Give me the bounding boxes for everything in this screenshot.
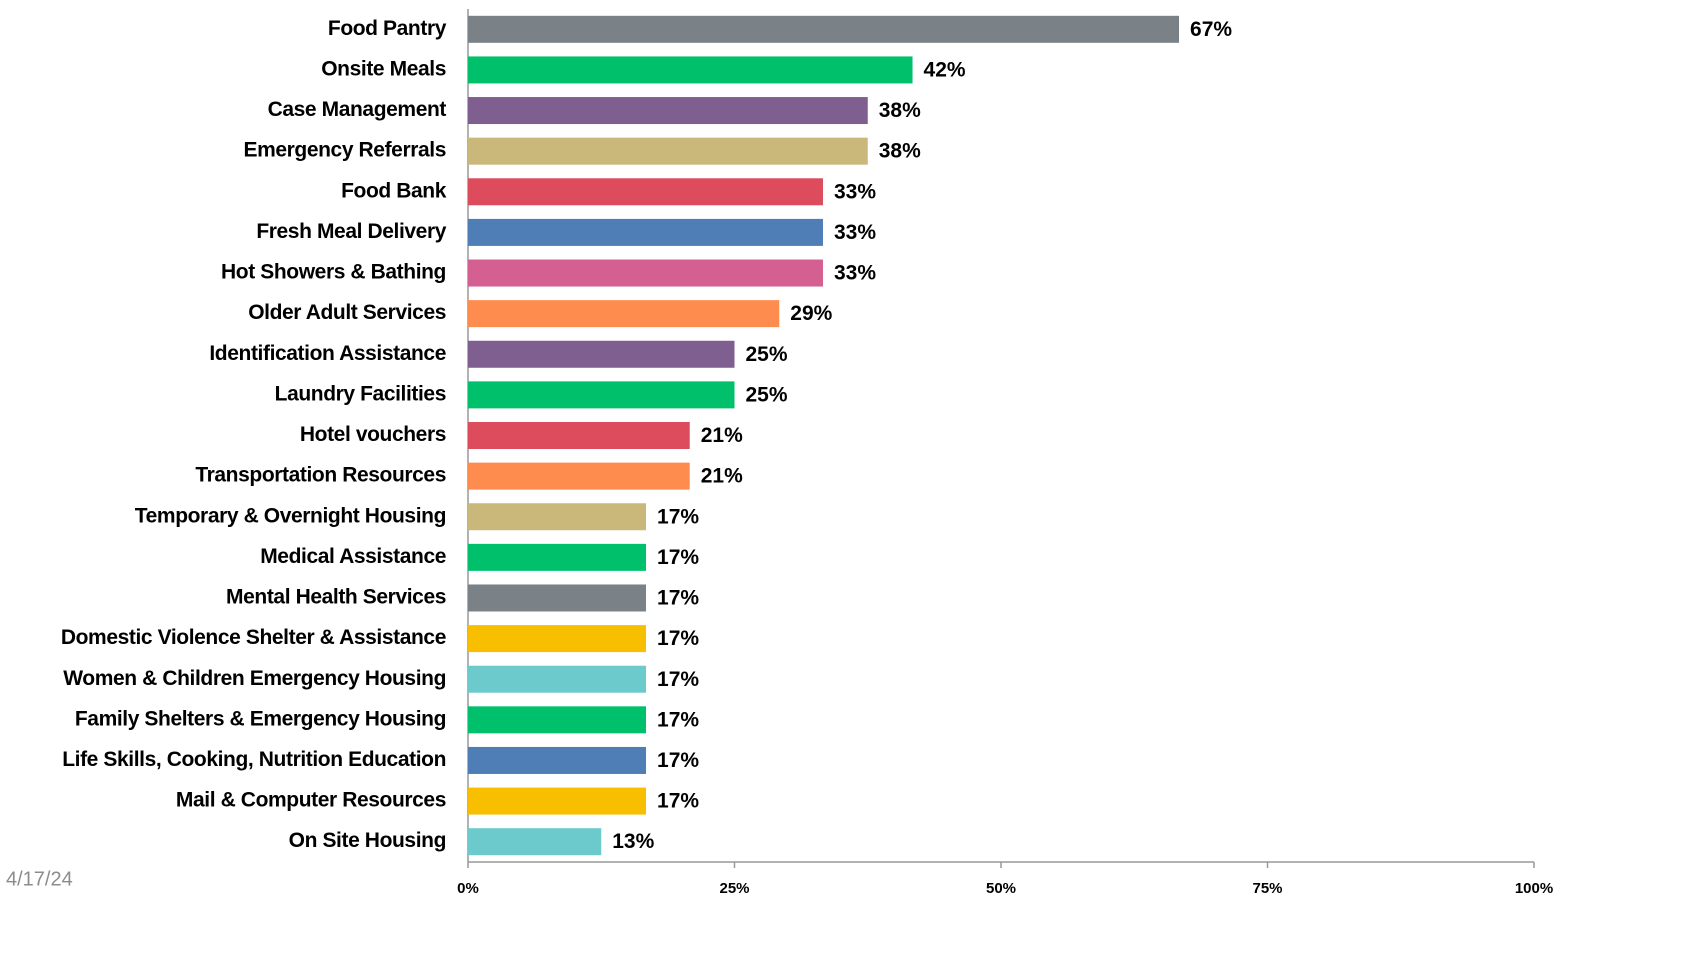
x-tick-label: 75% <box>1252 880 1282 897</box>
value-label: 33% <box>834 221 876 244</box>
bar <box>468 137 868 165</box>
y-tick-label: Temporary & Overnight Housing <box>135 504 446 527</box>
value-label: 17% <box>657 749 699 772</box>
y-tick-label: Food Pantry <box>328 17 447 40</box>
bar <box>468 543 647 571</box>
bar <box>468 462 690 490</box>
bar <box>468 218 823 246</box>
value-label: 21% <box>701 424 743 447</box>
value-label: 17% <box>657 790 699 813</box>
bar <box>468 625 647 653</box>
x-tick-label: 0% <box>457 880 479 897</box>
bar <box>468 706 647 734</box>
bar <box>468 15 1180 43</box>
y-tick-label: Life Skills, Cooking, Nutrition Educatio… <box>62 748 446 771</box>
y-tick-label: Laundry Facilities <box>275 382 446 405</box>
bar <box>468 340 735 368</box>
value-label: 17% <box>657 627 699 650</box>
y-tick-label: Food Bank <box>341 179 447 202</box>
x-tick-label: 50% <box>986 880 1016 897</box>
bar <box>468 746 647 774</box>
value-label: 25% <box>746 343 788 366</box>
bar <box>468 56 913 84</box>
x-tick-label: 100% <box>1515 880 1553 897</box>
value-label: 33% <box>834 180 876 203</box>
bar <box>468 422 690 449</box>
bar <box>468 259 823 287</box>
y-tick-label: Older Adult Services <box>248 301 446 324</box>
y-tick-label: Mail & Computer Resources <box>176 789 446 812</box>
y-tick-label: On Site Housing <box>289 829 446 852</box>
y-tick-label: Case Management <box>268 98 447 121</box>
y-tick-label: Emergency Referrals <box>243 139 446 162</box>
value-label: 17% <box>657 708 699 731</box>
date-footer: 4/17/24 <box>6 868 73 890</box>
bar <box>468 665 647 693</box>
value-label: 42% <box>924 58 966 81</box>
bar <box>468 828 602 856</box>
value-label: 38% <box>879 140 921 163</box>
y-tick-label: Women & Children Emergency Housing <box>63 667 446 690</box>
value-label: 38% <box>879 99 921 122</box>
bar <box>468 503 647 531</box>
y-tick-label: Hotel vouchers <box>300 423 446 446</box>
y-tick-label: Fresh Meal Delivery <box>256 220 446 243</box>
value-label: 17% <box>657 546 699 569</box>
value-label: 33% <box>834 262 876 285</box>
y-tick-label: Transportation Resources <box>195 464 446 487</box>
y-tick-label: Medical Assistance <box>260 545 446 568</box>
bar <box>468 178 823 206</box>
x-tick-label: 25% <box>719 880 749 897</box>
value-label: 29% <box>790 302 832 325</box>
y-tick-label: Onsite Meals <box>321 57 446 80</box>
bar <box>468 97 868 125</box>
y-tick-label: Identification Assistance <box>209 342 446 365</box>
value-label: 67% <box>1190 18 1232 41</box>
bar <box>468 381 735 409</box>
value-label: 13% <box>612 830 654 853</box>
bar <box>468 584 647 612</box>
value-label: 25% <box>746 383 788 406</box>
value-label: 21% <box>701 465 743 488</box>
bar <box>468 300 780 328</box>
value-label: 17% <box>657 505 699 528</box>
y-tick-label: Hot Showers & Bathing <box>221 261 446 284</box>
y-tick-label: Domestic Violence Shelter & Assistance <box>61 626 446 649</box>
bar <box>468 787 647 815</box>
y-tick-label: Mental Health Services <box>226 586 446 609</box>
y-tick-label: Family Shelters & Emergency Housing <box>75 707 446 730</box>
value-label: 17% <box>657 587 699 610</box>
value-label: 17% <box>657 668 699 691</box>
